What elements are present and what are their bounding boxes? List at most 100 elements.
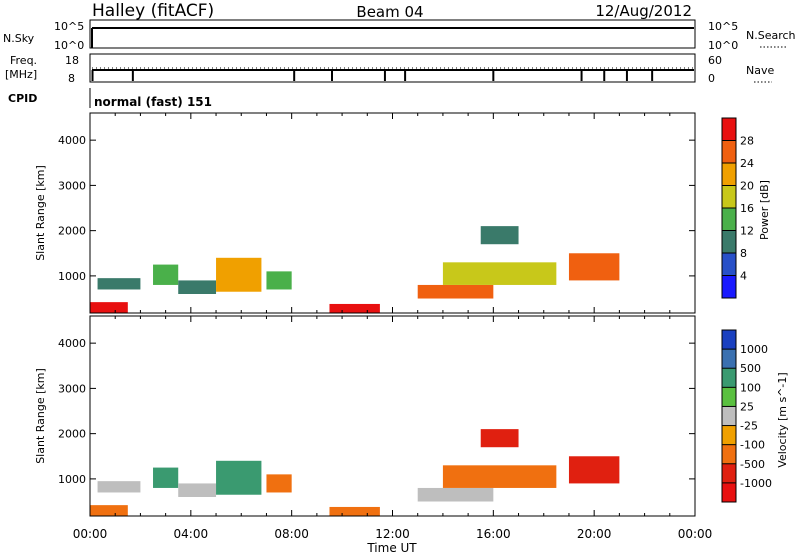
nsky-strip-frame [89, 19, 696, 49]
x-tick-label-4: 16:00 [476, 527, 511, 541]
power-cell-8 [442, 262, 557, 285]
x-tick-label-0: 00:00 [73, 527, 108, 541]
x-tick-label-5: 20:00 [577, 527, 612, 541]
power-colorbar-swatch-7 [722, 118, 736, 141]
power-colorbar-swatch-5 [722, 163, 736, 186]
power-colorbar-label-6: 28 [740, 135, 754, 148]
nsearch-tick-bottom: 10^0 [708, 39, 738, 52]
velocity-colorbar-label-7: -1000 [740, 477, 772, 490]
power-cell-0 [90, 302, 128, 313]
cpid-value: normal (fast) 151 [94, 95, 212, 109]
cpid-label: CPID [8, 92, 37, 105]
nave-label: Nave [746, 64, 774, 77]
power-colorbar-swatch-2 [722, 230, 736, 253]
power-cell-3 [178, 280, 217, 294]
power-cell-4 [216, 257, 262, 292]
beam-title: Beam 04 [356, 3, 423, 21]
velocity-colorbar-swatch-6 [722, 444, 736, 464]
y-tick-label-0-1: 2000 [58, 225, 86, 238]
velocity-colorbar-label-4: -25 [740, 420, 758, 433]
velocity-cell-5 [266, 474, 292, 493]
nave-tick-bottom: 0 [708, 72, 715, 85]
velocity-colorbar-swatch-0 [722, 330, 736, 350]
freq-label-line2: [MHz] [5, 68, 37, 81]
station-title: Halley (fitACF) [92, 1, 214, 21]
velocity-colorbar-label-1: 500 [740, 362, 761, 375]
velocity-colorbar-swatch-8 [722, 482, 736, 502]
velocity-colorbar-swatch-1 [722, 349, 736, 369]
y-tick-label-1-0: 1000 [58, 473, 86, 486]
freq-strip-frame [89, 53, 696, 83]
power-y-ticks: 1000 2000 3000 4000 [58, 134, 695, 283]
freq-tick-top: 18 [65, 54, 79, 67]
power-colorbar-swatch-4 [722, 185, 736, 208]
nave-tick-top: 60 [708, 54, 722, 67]
velocity-cell-2 [153, 467, 179, 488]
nsearch-tick-top: 10^5 [708, 20, 738, 33]
nsky-tick-bottom: 10^0 [54, 39, 84, 52]
x-tick-label-1: 04:00 [174, 527, 209, 541]
velocity-cell-10 [568, 456, 620, 484]
x-axis-label: Time UT [366, 541, 417, 554]
velocity-cell-1 [97, 481, 141, 493]
y-tick-label-1-2: 3000 [58, 382, 86, 395]
velocity-cell-8 [442, 465, 557, 488]
power-colorbar-swatch-1 [722, 253, 736, 276]
power-colorbar-label-3: 16 [740, 202, 754, 215]
freq-dropouts [91, 70, 654, 81]
y-tick-label-0-2: 3000 [58, 179, 86, 192]
freq-label-line1: Freq. [10, 54, 37, 67]
nsky-tick-top: 10^5 [54, 20, 84, 33]
velocity-cell-3 [178, 483, 217, 497]
velocity-colorbar-label-5: -100 [740, 439, 765, 452]
power-cell-1 [97, 278, 141, 290]
power-cell-10 [568, 253, 620, 281]
y-tick-label-1-3: 4000 [58, 337, 86, 350]
time-axis-tick-labels: 00:00 04:00 08:00 12:00 16:00 20:00 00:00 [73, 527, 713, 541]
velocity-colorbar-label-6: -500 [740, 458, 765, 471]
velocity-colorbar-swatch-2 [722, 368, 736, 388]
y-tick-label-1-1: 2000 [58, 428, 86, 441]
velocity-cell-0 [90, 505, 128, 516]
power-colorbar-label: Power [dB] [758, 180, 771, 240]
velocity-colorbar-label-0: 1000 [740, 343, 768, 356]
power-cell-9 [480, 226, 519, 245]
power-x-ticks [89, 113, 696, 313]
power-colorbar: 4 8 12 16 20 24 28 [721, 117, 754, 299]
x-tick-label-3: 12:00 [375, 527, 410, 541]
power-colorbar-swatch-6 [722, 140, 736, 163]
velocity-colorbar-swatch-7 [722, 463, 736, 483]
power-cell-7 [417, 284, 494, 299]
velocity-x-ticks [89, 316, 696, 516]
power-cell-5 [266, 271, 292, 290]
velocity-data-cells [90, 429, 620, 516]
y-tick-label-0-0: 1000 [58, 270, 86, 283]
power-colorbar-label-0: 4 [740, 270, 747, 283]
velocity-colorbar-swatch-5 [722, 425, 736, 445]
velocity-cell-9 [480, 429, 519, 448]
x-tick-label-6: 00:00 [678, 527, 713, 541]
velocity-cell-4 [216, 460, 262, 495]
power-data-cells [90, 226, 620, 313]
power-colorbar-label-5: 24 [740, 157, 754, 170]
velocity-colorbar: 1000 500 100 25 -25 -100 -500 -1000 [721, 329, 772, 503]
velocity-colorbar-label-3: 25 [740, 400, 754, 413]
nsearch-label: N.Search [746, 29, 796, 42]
velocity-cell-6 [329, 506, 380, 516]
velocity-y-ticks: 1000 2000 3000 4000 [58, 337, 695, 486]
velocity-cell-7 [417, 487, 494, 502]
power-colorbar-label-1: 8 [740, 247, 747, 260]
power-colorbar-swatch-0 [722, 275, 736, 298]
nsky-label: N.Sky [3, 32, 35, 45]
velocity-colorbar-label-2: 100 [740, 381, 761, 394]
date-title: 12/Aug/2012 [595, 2, 692, 20]
power-colorbar-swatch-3 [722, 208, 736, 231]
power-cell-6 [329, 303, 380, 313]
power-colorbar-label-4: 20 [740, 180, 754, 193]
velocity-colorbar-frame [721, 329, 737, 503]
y-tick-label-0-3: 4000 [58, 134, 86, 147]
power-cell-2 [153, 264, 179, 285]
velocity-y-axis-label: Slant Range [km] [34, 368, 47, 464]
velocity-colorbar-swatch-4 [722, 406, 736, 426]
